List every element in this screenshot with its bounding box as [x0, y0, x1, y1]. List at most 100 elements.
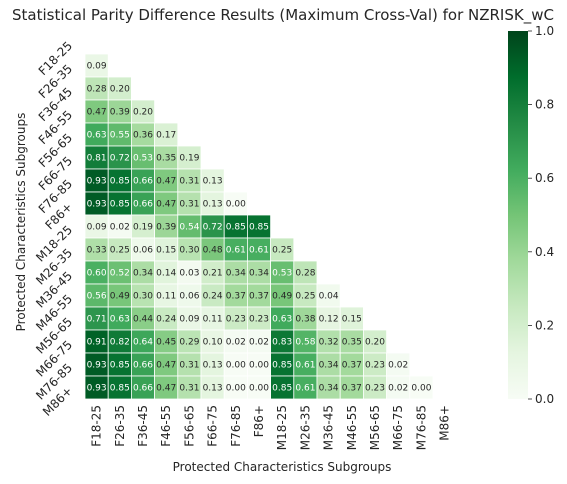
- cell-value-label: 0.02: [388, 384, 408, 394]
- cell-value-label: 0.85: [272, 361, 292, 371]
- cell-value-label: 0.36: [133, 131, 153, 141]
- cell-value-label: 0.72: [110, 154, 130, 164]
- cell-value-label: 0.63: [87, 131, 107, 141]
- cell-value-label: 0.15: [156, 246, 176, 256]
- cell-value-label: 0.14: [156, 269, 176, 279]
- cell-value-label: 0.49: [272, 292, 292, 302]
- chart-title: Statistical Parity Difference Results (M…: [12, 6, 554, 25]
- cell-value-label: 0.58: [295, 338, 315, 348]
- cell-value-label: 0.25: [272, 246, 292, 256]
- cell-value-label: 0.37: [249, 292, 269, 302]
- cell-value-label: 0.00: [226, 384, 246, 394]
- cell-value-label: 0.39: [156, 223, 176, 233]
- cell-value-label: 0.85: [110, 200, 130, 210]
- colorbar-tick-label: 1.0: [535, 24, 554, 38]
- cell-value-label: 0.10: [203, 338, 223, 348]
- x-tick-f56-65: F56-65: [182, 405, 196, 447]
- cell-value-label: 0.47: [156, 200, 176, 210]
- cell-value-label: 0.20: [365, 338, 385, 348]
- cell-value-label: 0.00: [411, 384, 431, 394]
- cell-value-label: 0.00: [249, 384, 269, 394]
- cell-value-label: 0.00: [226, 361, 246, 371]
- cell-value-label: 0.93: [87, 384, 107, 394]
- cell-value-label: 0.34: [226, 269, 246, 279]
- cell-value-label: 0.85: [110, 177, 130, 187]
- cell-value-label: 0.32: [319, 338, 339, 348]
- x-tick-m66-75: M66-75: [391, 405, 405, 450]
- cell-value-label: 0.81: [87, 154, 107, 164]
- cell-value-label: 0.71: [87, 315, 107, 325]
- x-tick-m76-85: M76-85: [414, 405, 428, 450]
- cell-value-label: 0.93: [87, 200, 107, 210]
- cell-value-label: 0.48: [203, 246, 223, 256]
- cell-value-label: 0.15: [342, 315, 362, 325]
- cell-value-label: 0.25: [110, 246, 130, 256]
- cell-value-label: 0.63: [272, 315, 292, 325]
- x-tick-m56-65: M56-65: [368, 405, 382, 450]
- cell-value-label: 0.11: [203, 315, 223, 325]
- cell-value-label: 0.63: [110, 315, 130, 325]
- cell-value-label: 0.23: [249, 315, 269, 325]
- cell-value-label: 0.09: [87, 223, 107, 233]
- cell-value-label: 0.02: [110, 223, 130, 233]
- cell-value-label: 0.60: [87, 269, 107, 279]
- cell-value-label: 0.85: [110, 361, 130, 371]
- cell-value-label: 0.30: [133, 292, 153, 302]
- cell-value-label: 0.31: [179, 177, 199, 187]
- cell-value-label: 0.02: [249, 338, 269, 348]
- cell-value-label: 0.20: [110, 85, 130, 95]
- cell-value-label: 0.61: [226, 246, 246, 256]
- cell-value-label: 0.34: [133, 269, 153, 279]
- cell-value-label: 0.66: [133, 200, 153, 210]
- cell-value-label: 0.47: [87, 108, 107, 118]
- cell-value-label: 0.39: [110, 108, 130, 118]
- x-tick-f76-85: F76-85: [229, 405, 243, 447]
- heatmap-cells: 0.090.28 0.200.47 0.39 0.200.63 0.55 0.36 0.17…: [84, 53, 434, 400]
- cell-value-label: 0.20: [133, 108, 153, 118]
- cell-value-label: 0.23: [226, 315, 246, 325]
- colorbar-ticks: 0.0 0.2 0.4 0.6 0.8 1.0: [528, 24, 554, 406]
- cell-value-label: 0.91: [87, 338, 107, 348]
- cell-value-label: 0.31: [179, 384, 199, 394]
- cell-value-label: 0.25: [295, 292, 315, 302]
- cell-value-label: 0.11: [156, 292, 176, 302]
- cell-value-label: 0.33: [87, 246, 107, 256]
- colorbar-tick-label: 0.2: [535, 318, 554, 332]
- cell-value-label: 0.13: [203, 361, 223, 371]
- cell-value-label: 0.24: [203, 292, 223, 302]
- x-tick-m86plus: M86+: [438, 405, 452, 441]
- cell-value-label: 0.49: [110, 292, 130, 302]
- x-tick-m18-25: M18-25: [275, 405, 289, 450]
- cell-value-label: 0.66: [133, 177, 153, 187]
- cell-value-label: 0.56: [87, 292, 107, 302]
- colorbar-tick-label: 0.0: [535, 392, 554, 406]
- cell-value-label: 0.13: [203, 200, 223, 210]
- cell-value-label: 0.19: [179, 154, 199, 164]
- cell-value-label: 0.47: [156, 361, 176, 371]
- cell-value-label: 0.09: [179, 315, 199, 325]
- cell-value-label: 0.06: [133, 246, 153, 256]
- cell-value-label: 0.53: [133, 154, 153, 164]
- cell-value-label: 0.31: [179, 361, 199, 371]
- cell-value-label: 0.00: [249, 361, 269, 371]
- x-tick-labels: F18-25 F26-35 F36-45 F46-55 F56-65 F66-75 F76-…: [90, 405, 452, 450]
- x-tick-m26-35: M26-35: [298, 405, 312, 450]
- cell-value-label: 0.66: [133, 361, 153, 371]
- x-tick-f66-75: F66-75: [206, 405, 220, 447]
- cell-value-label: 0.34: [249, 269, 269, 279]
- cell-value-label: 0.37: [226, 292, 246, 302]
- cell-value-label: 0.06: [179, 292, 199, 302]
- cell-value-label: 0.54: [179, 223, 199, 233]
- cell-value-label: 0.44: [133, 315, 153, 325]
- cell-value-label: 0.00: [226, 200, 246, 210]
- cell-value-label: 0.83: [272, 338, 292, 348]
- cell-value-label: 0.85: [272, 384, 292, 394]
- colorbar-tick-label: 0.6: [535, 171, 554, 185]
- cell-value-label: 0.28: [87, 85, 107, 95]
- cell-value-label: 0.19: [133, 223, 153, 233]
- cell-value-label: 0.47: [156, 384, 176, 394]
- cell-value-label: 0.23: [365, 384, 385, 394]
- cell-value-label: 0.04: [319, 292, 339, 302]
- cell-value-label: 0.09: [87, 62, 107, 72]
